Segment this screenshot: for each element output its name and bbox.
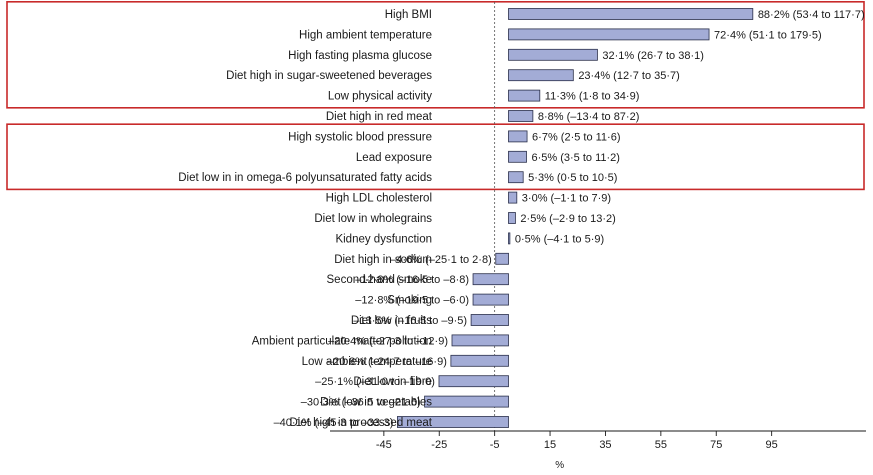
bar (508, 69, 574, 82)
value-label: 6·5% (3·5 to 11·2) (532, 152, 620, 164)
x-tick-label: 75 (710, 439, 722, 451)
category-label: Diet low in wholegrains (314, 213, 432, 225)
value-label: 88·2% (53·4 to 117·7) (758, 9, 865, 21)
x-tick-label: 15 (544, 439, 556, 451)
x-tick-label: 55 (655, 439, 667, 451)
value-label: –12·8% (–16·5 to –8·8) (355, 274, 469, 286)
category-label: High BMI (385, 9, 432, 21)
category-label: Low ambient temperature (302, 356, 432, 368)
category-label: Diet high in sugar-sweetened beverages (226, 70, 432, 82)
category-label: Diet high in red meat (326, 111, 433, 123)
value-label: –30·3% (–36·5 to –21·6) (301, 397, 421, 409)
bar (508, 130, 528, 143)
value-label: 23·4% (12·7 to 35·7) (578, 70, 680, 82)
category-label: Kidney dysfunction (335, 233, 432, 245)
category-label: Ambient particulate matter pollution (252, 335, 432, 347)
value-label: 0·5% (–4·1 to 5·9) (515, 233, 604, 245)
category-label: Second-hand smoke (327, 274, 432, 286)
value-label: –13·5% (–16·5 to –9·5) (353, 315, 467, 327)
value-label: 5·3% (0·5 to 10·5) (528, 172, 617, 184)
x-tick-label: -5 (490, 439, 500, 451)
category-label: Smoking (387, 295, 432, 307)
bar (508, 212, 516, 224)
category-label: Low physical activity (328, 91, 432, 103)
bar (508, 48, 598, 61)
bar (508, 150, 527, 163)
bar (470, 314, 509, 326)
x-axis: -45 -25 -5 15 35 55 75 95 (330, 430, 866, 451)
category-label: High systolic blood pressure (288, 131, 432, 143)
bar (424, 395, 509, 408)
value-labels: 88·2% (53·4 to 117·7) 72·4% (51·1 to 179·… (274, 9, 865, 429)
x-axis-title: % (555, 460, 564, 471)
x-tick-label: 95 (766, 439, 778, 451)
highlight-boxes (6, 0, 865, 191)
category-label: High fasting plasma glucose (288, 50, 432, 62)
value-label: 11·3% (1·8 to 34·9) (545, 91, 640, 103)
bars (397, 8, 754, 428)
highlight-box-2 (6, 123, 865, 191)
x-tick-label: 35 (599, 439, 611, 451)
category-label: Diet low in fibre (353, 376, 432, 388)
bar (450, 354, 509, 367)
category-label: High LDL cholesterol (326, 193, 432, 205)
bar (508, 28, 710, 41)
value-label: –20·4% (–27·3 to –12·9) (328, 335, 448, 347)
category-labels: High BMI High ambient temperature High fas… (178, 9, 433, 429)
value-label: 3·0% (–1·1 to 7·9) (522, 193, 611, 205)
value-label: –25·1% (–31·0 to –19·0) (315, 376, 435, 388)
bar (397, 416, 509, 428)
bar (472, 293, 509, 306)
value-label: –20·8% (–24·7 to –16·9) (327, 356, 447, 368)
value-label: 2·5% (–2·9 to 13·2) (520, 213, 615, 225)
highlight-box-1 (6, 0, 865, 109)
value-label: –4·6% (–25·1 to 2·8) (390, 254, 492, 266)
bar (495, 252, 509, 265)
value-label: 32·1% (26·7 to 38·1) (602, 50, 704, 62)
value-label: –40·1% (–45·3 to –33·3) (274, 417, 394, 429)
bar (508, 171, 524, 184)
category-label: Lead exposure (356, 152, 432, 164)
category-label: Diet high in sodium (334, 254, 432, 266)
bar (472, 273, 509, 286)
x-tick-label: -25 (431, 439, 447, 451)
bar (508, 110, 534, 122)
category-label: Diet low in in omega-6 polyunsaturated f… (178, 172, 432, 184)
value-label: 6·7% (2·5 to 11·6) (532, 131, 620, 143)
bar (508, 8, 754, 20)
bar (438, 375, 509, 388)
category-label: Diet low in vegetables (320, 397, 432, 409)
bar (451, 334, 509, 347)
x-tick-label: -45 (376, 439, 392, 451)
bar (508, 89, 541, 102)
category-label: Diet high in processed meat (289, 417, 432, 429)
bar (508, 232, 511, 245)
value-label: 8·8% (–13·4 to 87·2) (538, 111, 640, 123)
category-label: Diet low in fruits (351, 315, 432, 327)
category-label: High ambient temperature (299, 29, 432, 41)
value-label: –12·8% (–19·5 to –6·0) (355, 295, 469, 307)
value-label: 72·4% (51·1 to 179·5) (714, 29, 822, 41)
bar (508, 191, 518, 204)
